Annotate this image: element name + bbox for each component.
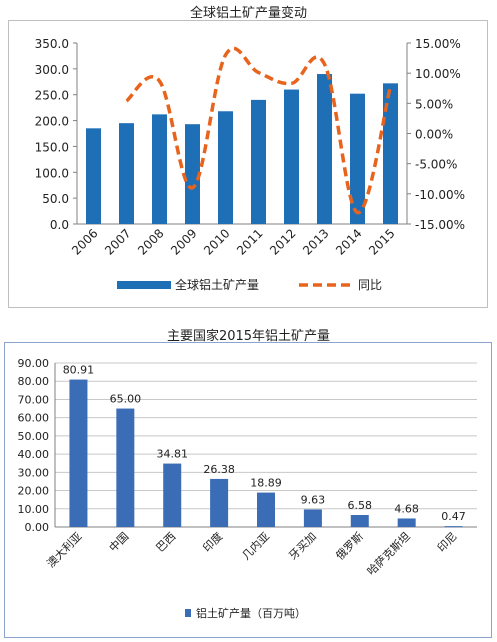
chart1-svg: 350.0 300.0 250.0 200.0 150.0 100.0 50.0 0.0 15.… <box>35 37 465 292</box>
chart1-y2-tick-label: 5.00% <box>415 97 453 111</box>
chart1-legend-bar-swatch <box>117 281 171 289</box>
chart2-svg: 90.00 80.00 70.00 60.00 50.00 40.00 30.00 20.00… <box>18 357 477 620</box>
chart1-bar <box>86 128 101 224</box>
chart2-data-label: 0.47 <box>441 510 466 523</box>
chart2-y-tick-label: 80.00 <box>18 375 50 388</box>
chart1-bar <box>317 74 332 225</box>
chart2-y-tick-label: 10.00 <box>18 503 50 516</box>
chart1-y-tick-label: 300.0 <box>35 63 69 77</box>
chart1-y2-tick-label: 15.00% <box>415 37 461 51</box>
chart2-data-label: 65.00 <box>110 393 142 406</box>
chart2-x-tick-label: 巴西 <box>154 530 179 555</box>
chart1-x-tick-label: 2014 <box>333 226 364 257</box>
chart1-bar <box>251 99 266 224</box>
chart2-x-tick-label: 印尼 <box>435 530 460 555</box>
chart2-x-tick-label: 澳大利亚 <box>44 529 85 570</box>
chart1-bar <box>383 83 398 224</box>
chart1-y-tick-label: 200.0 <box>35 115 69 129</box>
chart2-y-tick-label: 70.00 <box>18 393 50 406</box>
chart2-title: 主要国家2015年铝土矿产量 <box>166 329 331 344</box>
chart1-bar <box>284 89 299 225</box>
chart1-x-tick-label: 2009 <box>168 226 199 257</box>
chart1-y2-tick-label: -5.00% <box>415 158 457 172</box>
chart2-y-tick-label: 50.00 <box>18 430 50 443</box>
chart1-bar <box>119 123 134 224</box>
chart2-x-tick-label: 哈萨克斯坦 <box>364 529 413 578</box>
chart2-x-tick-label: 牙买加 <box>286 530 319 563</box>
chart2-y-tick-label: 30.00 <box>18 466 50 479</box>
chart2-data-label: 80.91 <box>63 364 95 377</box>
chart2-legend-label: 铝土矿产量（百万吨） <box>196 606 306 620</box>
chart2-data-label: 26.38 <box>203 463 235 476</box>
chart1-x-tick-label: 2015 <box>366 226 397 257</box>
chart2-y-tick-label: 20.00 <box>18 485 50 498</box>
chart1-legend-line-label: 同比 <box>358 278 382 292</box>
chart2-bar <box>303 509 322 527</box>
chart1-y2-tick-label: -15.00% <box>415 218 465 232</box>
chart2-y-tick-label: 40.00 <box>18 448 50 461</box>
chart2-bar <box>210 478 229 527</box>
chart1-bar <box>350 93 365 225</box>
chart1-y-tick-label: 250.0 <box>35 89 69 103</box>
chart2-bar <box>444 526 463 528</box>
chart1-legend-bar-label: 全球铝土矿产量 <box>175 277 259 292</box>
chart1-y-tick-label: 100.0 <box>35 166 69 180</box>
chart2-y-tick-label: 90.00 <box>18 357 50 370</box>
chart1-x-tick-label: 2013 <box>300 226 331 257</box>
chart1-yoy-line <box>125 46 393 215</box>
chart1-bar <box>218 111 233 224</box>
chart2-x-tick-label: 俄罗斯 <box>333 530 366 563</box>
chart1-y2-tick-label: -10.00% <box>415 188 465 202</box>
chart1-y2-tick-label: 0.00% <box>415 128 453 142</box>
chart2-x-tick-label: 几内亚 <box>239 529 272 562</box>
chart1-x-tick-label: 2011 <box>234 226 265 257</box>
chart2-data-label: 34.81 <box>156 448 188 461</box>
chart2-data-label: 4.68 <box>394 502 419 515</box>
chart2-x-tick-label: 中国 <box>107 530 132 555</box>
chart1-bar <box>152 114 167 224</box>
chart1-panel: 350.0 300.0 250.0 200.0 150.0 100.0 50.0 0.0 15.… <box>8 20 488 308</box>
chart2-bar <box>116 408 135 527</box>
chart1-x-tick-label: 2006 <box>69 226 100 257</box>
chart2-bar <box>350 515 369 527</box>
chart1-x-tick-label: 2008 <box>135 226 166 257</box>
chart2-y-tick-label: 60.00 <box>18 412 50 425</box>
chart1-y-tick-label: 0.0 <box>50 218 69 232</box>
chart2-bar <box>69 379 88 527</box>
chart2-data-label: 9.63 <box>301 493 326 506</box>
chart1-x-tick-label: 2012 <box>267 226 298 257</box>
chart2-bar <box>163 463 182 527</box>
chart1-x-tick-label: 2010 <box>201 226 232 257</box>
chart2-y-tick-label: 0.00 <box>25 521 50 534</box>
chart2-bar <box>257 492 275 527</box>
chart1-title: 全球铝土矿产量变动 <box>189 6 307 21</box>
chart2-bar <box>397 518 416 527</box>
chart1-y-tick-label: 50.0 <box>42 192 69 206</box>
chart2-data-label: 18.89 <box>250 477 282 490</box>
chart1-x-tick-label: 2007 <box>102 226 133 257</box>
chart2-x-tick-label: 印度 <box>200 529 225 554</box>
chart1-y2-tick-label: 10.00% <box>415 67 461 81</box>
chart1-bar <box>185 124 200 224</box>
chart2-legend-swatch <box>185 609 191 617</box>
chart2-data-label: 6.58 <box>348 499 373 512</box>
chart1-y-tick-label: 150.0 <box>35 140 69 154</box>
chart1-y-tick-label: 350.0 <box>35 37 69 51</box>
chart2-panel: 90.00 80.00 70.00 60.00 50.00 40.00 30.00 20.00… <box>4 342 492 638</box>
